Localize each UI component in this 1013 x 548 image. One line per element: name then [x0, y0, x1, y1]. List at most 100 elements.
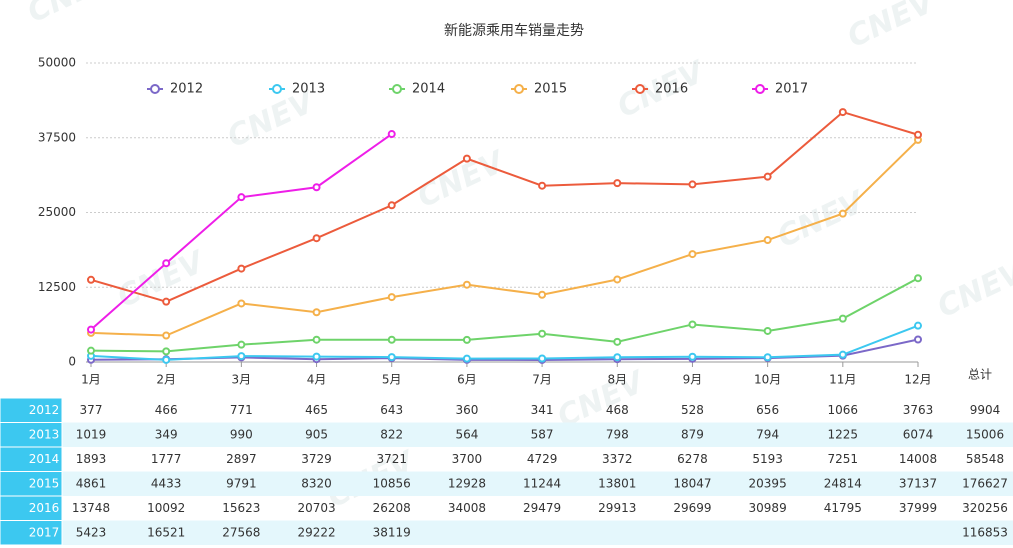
- row-header-bg: [0, 520, 63, 546]
- data-point: [387, 293, 396, 302]
- table-cell: 2897: [226, 452, 257, 466]
- table-cell: 587: [531, 427, 554, 441]
- legend-label: 2013: [292, 82, 325, 97]
- x-tick-label: 3月: [232, 373, 252, 387]
- table-cell: 771: [230, 403, 253, 417]
- data-point: [838, 108, 847, 117]
- table-cell: 12928: [448, 476, 486, 490]
- table-cell: 15623: [222, 501, 260, 515]
- row-header: 2016: [29, 501, 60, 515]
- table-cell: 6074: [903, 427, 934, 441]
- table-row-bg: [62, 520, 1013, 545]
- watermark: CNEV: [772, 184, 872, 255]
- table-cell: 20703: [297, 501, 335, 515]
- table-cell: 341: [531, 403, 554, 417]
- row-header: 2013: [29, 427, 60, 441]
- table-cell: 24814: [824, 476, 862, 490]
- data-point: [613, 179, 622, 188]
- data-point: [387, 353, 396, 362]
- data-point: [613, 337, 622, 346]
- table-total: 9904: [970, 403, 1001, 417]
- table-cell: 4433: [151, 476, 182, 490]
- data-point: [538, 329, 547, 338]
- data-point: [688, 320, 697, 329]
- table-cell: 3729: [301, 452, 332, 466]
- table-cell: 10856: [373, 476, 411, 490]
- table-cell: 3700: [452, 452, 483, 466]
- data-point: [462, 280, 471, 289]
- table-cell: 27568: [222, 525, 260, 539]
- data-point: [613, 353, 622, 362]
- table-cell: 18047: [673, 476, 711, 490]
- table-cell: 656: [756, 403, 779, 417]
- table-cell: 37999: [899, 501, 937, 515]
- table-cell: 4729: [527, 452, 558, 466]
- data-point: [87, 325, 95, 334]
- table-cell: 13748: [72, 501, 110, 515]
- table-cell: 528: [681, 403, 704, 417]
- x-tick-label: 5月: [382, 373, 402, 387]
- data-point: [162, 259, 171, 268]
- data-point: [688, 352, 697, 361]
- table-cell: 468: [606, 403, 629, 417]
- x-tick-label: 7月: [532, 373, 552, 387]
- data-point: [387, 130, 396, 139]
- watermark: CNEV: [412, 144, 512, 215]
- data-point: [763, 236, 772, 245]
- table-total: 15006: [966, 427, 1004, 441]
- data-point: [838, 314, 847, 323]
- data-point: [914, 335, 922, 344]
- table-cell: 794: [756, 427, 779, 441]
- table-cell: 990: [230, 427, 253, 441]
- table-cell: 349: [155, 427, 178, 441]
- data-point: [914, 130, 922, 139]
- table-cell: 4861: [76, 476, 107, 490]
- data-point: [312, 308, 321, 317]
- table-cell: 1225: [828, 427, 859, 441]
- data-point: [237, 193, 246, 202]
- table-cell: 7251: [828, 452, 859, 466]
- table-total: 320256: [962, 501, 1008, 515]
- table-cell: 643: [380, 403, 403, 417]
- data-point: [387, 335, 396, 344]
- table-cell: 41795: [824, 501, 862, 515]
- legend-marker: [272, 84, 282, 94]
- table-cell: 879: [681, 427, 704, 441]
- table-row-bg: [62, 422, 1013, 447]
- table-cell: 16521: [147, 525, 185, 539]
- table-cell: 29699: [673, 501, 711, 515]
- table-cell: 9791: [226, 476, 257, 490]
- table-cell: 1066: [828, 403, 859, 417]
- table-total: 58548: [966, 452, 1004, 466]
- data-point: [87, 346, 95, 355]
- data-point: [538, 290, 547, 299]
- table-cell: 37137: [899, 476, 937, 490]
- table-cell: 29479: [523, 501, 561, 515]
- legend-label: 2012: [170, 82, 203, 97]
- table-cell: 3763: [903, 403, 934, 417]
- x-tick-label: 9月: [683, 373, 703, 387]
- data-point: [162, 355, 171, 364]
- legend-marker: [755, 84, 765, 94]
- watermark: CNEV: [22, 0, 122, 30]
- table-cell: 38119: [373, 525, 411, 539]
- table-cell: 564: [455, 427, 478, 441]
- table-cell: 905: [305, 427, 328, 441]
- series-line: [90, 110, 919, 303]
- data-point: [462, 354, 471, 363]
- legend-marker: [392, 84, 402, 94]
- data-point: [914, 274, 922, 283]
- data-point: [763, 326, 772, 335]
- data-point: [538, 181, 547, 190]
- series-line: [90, 277, 919, 353]
- data-point: [462, 335, 471, 344]
- x-tick-label: 2月: [156, 373, 176, 387]
- legend-item: 2016: [632, 82, 688, 97]
- y-tick-label: 0: [68, 355, 76, 369]
- data-point: [237, 340, 246, 349]
- row-header: 2012: [29, 403, 60, 417]
- data-point: [914, 321, 922, 330]
- legend-item: 2017: [752, 82, 808, 97]
- legend-label: 2017: [775, 82, 808, 97]
